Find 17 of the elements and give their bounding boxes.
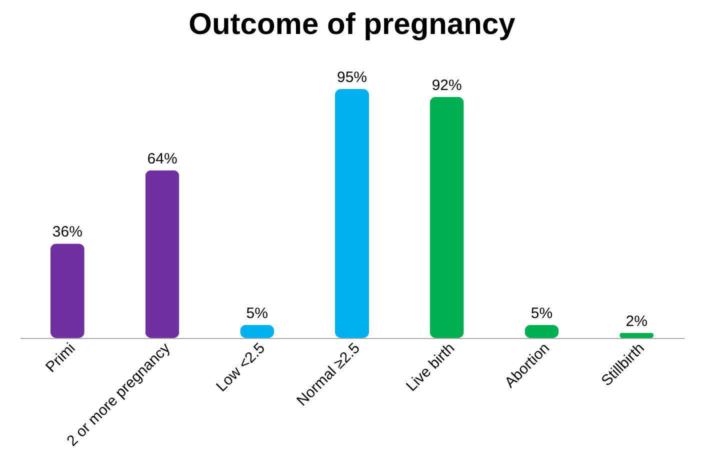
bar <box>524 324 559 338</box>
data-label: 2% <box>626 312 648 330</box>
data-label: 95% <box>336 69 368 86</box>
bar <box>620 332 654 338</box>
data-label: 5% <box>530 304 553 322</box>
bar <box>430 96 464 338</box>
data-label: 64% <box>147 150 178 168</box>
bar <box>145 170 180 338</box>
x-tick-label: Live birth <box>403 340 458 395</box>
bar <box>50 244 84 338</box>
data-label: 5% <box>246 304 268 322</box>
bar <box>240 324 274 338</box>
data-label: 92% <box>432 76 462 94</box>
x-tick-label: Low <2.5 <box>213 340 268 396</box>
bar <box>335 89 369 338</box>
data-label: 36% <box>52 224 82 241</box>
chart-title: Outcome of pregnancy <box>188 8 516 41</box>
